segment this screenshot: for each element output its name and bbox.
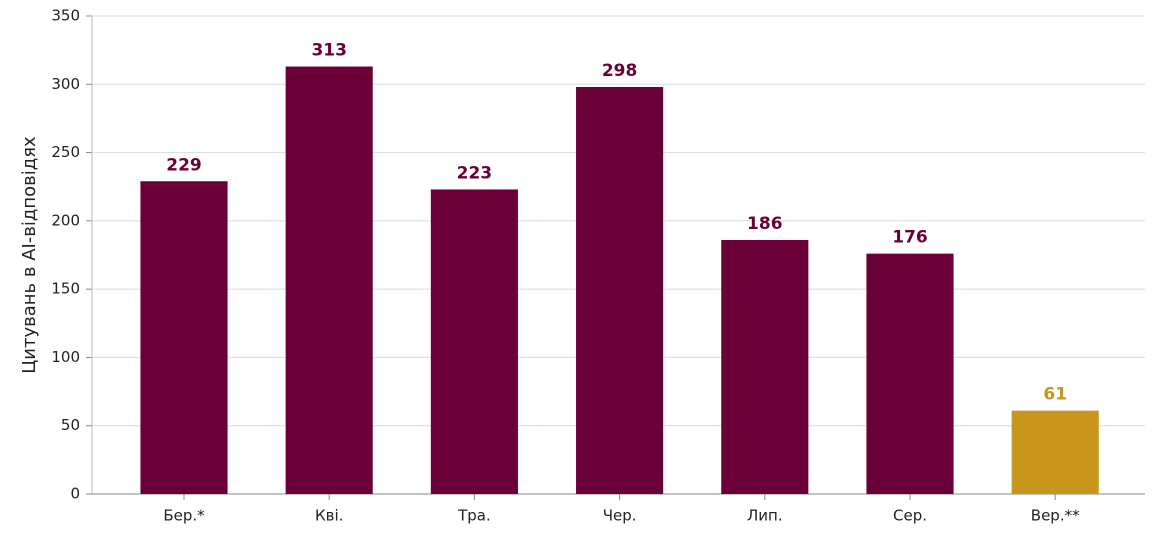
y-tick-label: 250: [51, 143, 80, 161]
x-tick-label: Лип.: [747, 507, 783, 525]
x-tick-label: Сер.: [893, 507, 927, 525]
y-axis-label: Цитувань в AI-відповідях: [19, 136, 40, 374]
bar: [140, 181, 228, 494]
bar: [285, 66, 373, 494]
bar: [721, 239, 809, 494]
value-label: 223: [457, 163, 493, 183]
value-label: 313: [311, 41, 347, 61]
y-tick-label: 0: [70, 485, 80, 503]
x-tick-label: Бер.*: [163, 507, 205, 525]
x-tick-label: Тра.: [457, 507, 491, 525]
value-label: 298: [602, 61, 638, 81]
value-label: 229: [166, 155, 202, 175]
value-label: 186: [747, 214, 783, 234]
bar: [430, 189, 518, 494]
y-tick-label: 350: [51, 7, 80, 25]
x-tick-label: Чер.: [603, 507, 637, 525]
bar: [1011, 410, 1099, 494]
value-label: 176: [892, 228, 928, 248]
x-tick-label: Кві.: [315, 507, 343, 525]
y-tick-label: 50: [61, 416, 80, 434]
bar: [576, 87, 664, 494]
y-tick-label: 100: [51, 348, 80, 366]
bar: [866, 253, 954, 494]
x-tick-label: Вер.**: [1031, 507, 1080, 525]
value-label: 61: [1043, 385, 1067, 405]
y-tick-label: 150: [51, 280, 80, 298]
y-tick-label: 300: [51, 75, 80, 93]
y-tick-label: 200: [51, 211, 80, 229]
